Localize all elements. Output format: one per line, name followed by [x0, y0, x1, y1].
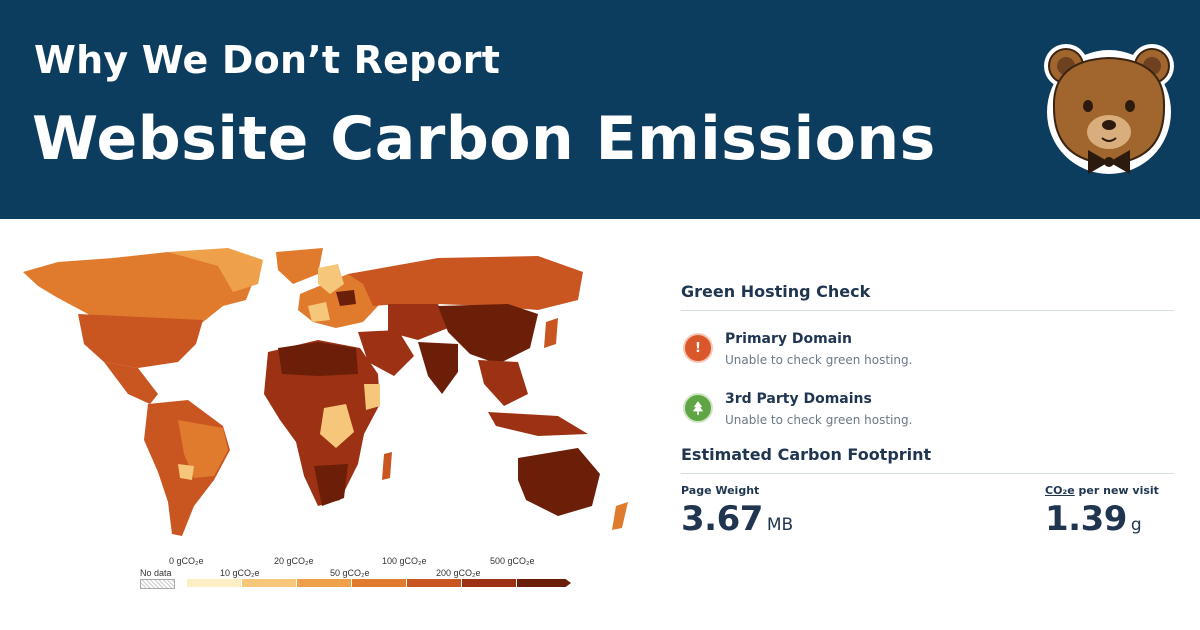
world-carbon-intensity-map — [18, 244, 668, 554]
map-region-paraguay — [178, 464, 194, 480]
map-region-indonesia — [488, 412, 588, 436]
map-region-southern-africa — [314, 464, 348, 506]
legend-swatch-5 — [407, 579, 462, 587]
third-party-domains-row: 3rd Party Domains Unable to check green … — [681, 385, 1174, 445]
legend-swatch-7 — [517, 579, 571, 587]
warning-icon: ! — [683, 333, 713, 363]
results-panel: Green Hosting Check ! Primary Domain Una… — [681, 282, 1174, 564]
map-region-north-africa — [278, 342, 358, 376]
legend-swatch-3 — [297, 579, 352, 587]
legend-tick-50: 50 gCO₂e — [330, 568, 370, 578]
legend-no-data-swatch — [140, 579, 175, 589]
map-region-india — [418, 342, 458, 394]
map-region-north-america — [23, 252, 253, 342]
legend-tick-200: 200 gCO₂e — [436, 568, 481, 578]
tree-icon — [683, 393, 713, 423]
footprint-metrics: Page Weight 3.67 MB CO₂e per new visit 1.… — [681, 484, 1174, 564]
map-region-greenland — [276, 248, 323, 284]
title-line-1: Why We Don’t Report — [34, 38, 501, 82]
map-region-southeast-asia — [478, 360, 528, 406]
legend-tick-10: 10 gCO₂e — [220, 568, 260, 578]
legend-swatch-1 — [187, 579, 242, 587]
map-region-china — [438, 304, 538, 364]
header-banner: Why We Don’t Report Website Carbon Emiss… — [0, 0, 1200, 219]
page-weight-label: Page Weight — [681, 484, 760, 497]
legend-tick-500: 500 gCO₂e — [490, 556, 535, 566]
bear-mascot-icon — [1042, 38, 1176, 178]
co2-per-visit-unit: g — [1130, 515, 1142, 535]
map-region-australia — [518, 448, 600, 516]
page-weight-unit: MB — [766, 515, 794, 535]
page-weight-metric: Page Weight 3.67 MB — [681, 484, 793, 539]
map-region-new-zealand — [612, 502, 628, 530]
primary-domain-status: Unable to check green hosting. — [725, 353, 913, 367]
map-region-russia — [348, 256, 583, 310]
legend-tick-0: 0 gCO₂e — [169, 556, 204, 566]
map-region-usa — [78, 314, 203, 368]
legend-no-data-label: No data — [140, 568, 172, 578]
map-region-brazil — [178, 420, 228, 478]
map-region-middle-east — [358, 330, 414, 376]
map-region-central-asia — [388, 304, 448, 340]
co2-per-visit-value: 1.39 — [1045, 499, 1127, 539]
legend-swatch-2 — [242, 579, 297, 587]
map-region-madagascar — [382, 452, 392, 480]
primary-domain-title: Primary Domain — [725, 331, 852, 347]
map-region-japan — [544, 318, 558, 348]
legend-tick-20: 20 gCO₂e — [274, 556, 314, 566]
map-region-poland — [336, 290, 356, 306]
co2-per-visit-metric: CO₂e per new visit 1.39 g — [1045, 484, 1159, 539]
map-region-scandinavia — [318, 264, 344, 294]
title-line-2: Website Carbon Emissions — [32, 104, 936, 174]
map-region-east-africa — [364, 384, 380, 410]
legend-color-scale — [187, 579, 571, 587]
map-region-france — [308, 302, 330, 322]
legend-tick-100: 100 gCO₂e — [382, 556, 427, 566]
third-party-domains-title: 3rd Party Domains — [725, 391, 872, 407]
green-hosting-title: Green Hosting Check — [681, 282, 871, 301]
primary-domain-row: ! Primary Domain Unable to check green h… — [681, 325, 1174, 385]
legend-swatch-6 — [462, 579, 517, 587]
map-region-central-africa — [320, 404, 354, 448]
page-weight-value: 3.67 — [681, 499, 763, 539]
map-region-canada-east — [168, 248, 263, 292]
divider — [681, 473, 1174, 474]
map-legend: No data 0 gCO₂e 10 gCO₂e 20 gCO₂e 50 gCO… — [140, 556, 580, 596]
legend-swatch-4 — [352, 579, 407, 587]
carbon-footprint-title: Estimated Carbon Footprint — [681, 445, 932, 464]
map-region-mexico — [104, 362, 158, 404]
divider — [681, 310, 1174, 311]
co2-per-visit-label: CO₂e per new visit — [1045, 484, 1159, 497]
third-party-domains-status: Unable to check green hosting. — [725, 413, 913, 427]
